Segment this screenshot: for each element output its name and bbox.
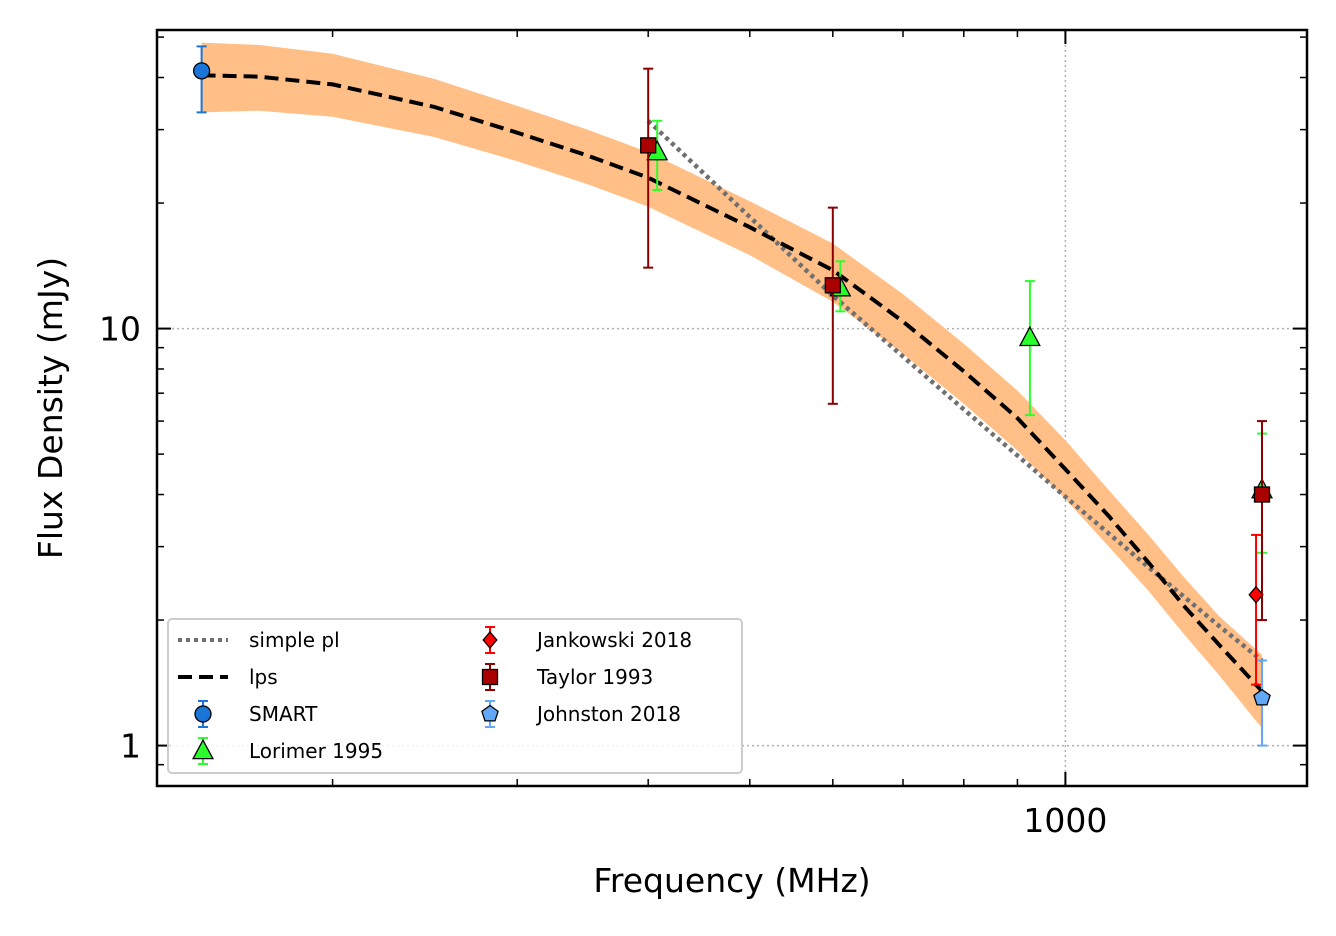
legend-johnston-2018-label: Johnston 2018 [535, 702, 681, 726]
legend-lorimer-1995: Lorimer 1995 [192, 737, 383, 765]
axes-frame [155, 28, 1309, 788]
legend-taylor-1993-label: Taylor 1993 [536, 665, 653, 689]
y-tick-label: 1 [120, 727, 141, 766]
legend-simple-pl: simple pl [178, 628, 340, 652]
legend-taylor-1993: Taylor 1993 [481, 663, 653, 691]
jankowski-2018-point [1248, 585, 1264, 604]
plot-area [192, 42, 1273, 747]
legend-jankowski-2018: Jankowski 2018 [482, 626, 692, 654]
legend-johnston-2018-swatch-marker [481, 704, 499, 722]
taylor-1993-point [1253, 486, 1271, 503]
lps-uncertainty-band [201, 42, 1263, 729]
legend-simple-pl-label: simple pl [249, 628, 340, 652]
x-tick-label: 1000 [1023, 801, 1107, 840]
legend-smart-swatch-marker [194, 705, 212, 723]
legend-smart-label: SMART [249, 702, 318, 726]
legend-frame [167, 618, 743, 774]
y-tick-label: 10 [99, 310, 141, 349]
legend-jankowski-2018-swatch-marker [482, 630, 498, 650]
legend: simple pl lps SMART Lorimer 1995 Jankowski 2… [167, 618, 743, 774]
y-axis-title: Flux Density (mJy) [31, 257, 70, 559]
legend-entries: simple pl lps SMART Lorimer 1995 Jankowski 2… [178, 626, 692, 765]
tick-labels: 1000 1 10 [99, 310, 1107, 840]
x-axis-title: Frequency (MHz) [593, 861, 870, 900]
simple-pl-line [646, 119, 1264, 663]
lps-line [201, 73, 1264, 693]
johnston-2018-point [1253, 688, 1271, 706]
legend-lorimer-1995-swatch-marker [192, 738, 214, 760]
taylor-1993-point [824, 277, 841, 294]
legend-lorimer-1995-label: Lorimer 1995 [249, 739, 383, 763]
legend-smart: SMART [194, 700, 318, 728]
legend-lps: lps [178, 665, 278, 689]
legend-jankowski-2018-label: Jankowski 2018 [535, 628, 692, 652]
legend-johnston-2018: Johnston 2018 [481, 700, 681, 728]
legend-taylor-1993-swatch-marker [481, 668, 499, 686]
lorimer-1995-point [1018, 325, 1041, 347]
legend-lps-label: lps [249, 665, 278, 689]
smart-point [192, 62, 211, 80]
taylor-1993-point [640, 137, 657, 154]
